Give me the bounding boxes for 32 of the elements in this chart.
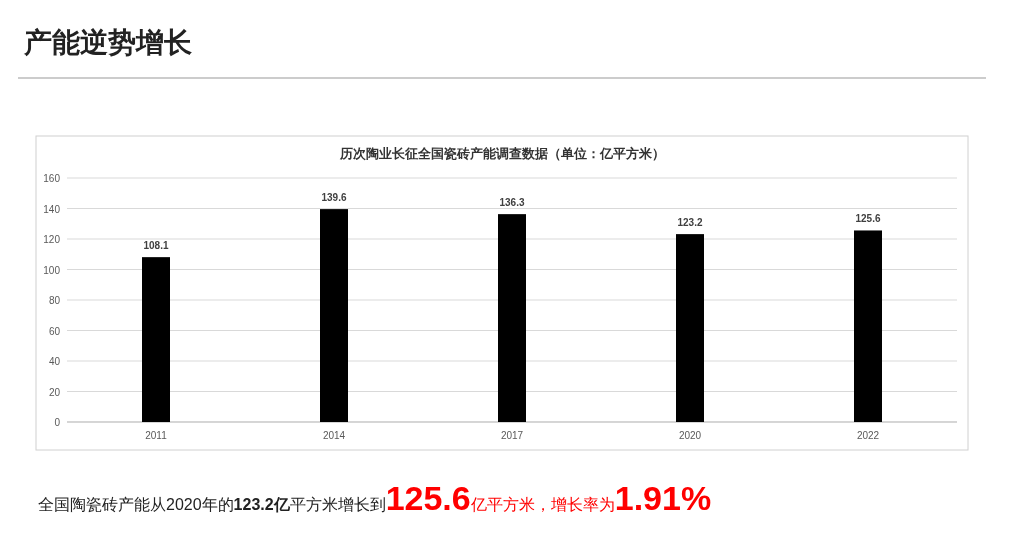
y-tick-label: 0: [54, 417, 61, 428]
x-tick-label: 2020: [678, 430, 702, 441]
x-tick-label: 2017: [500, 430, 524, 441]
chart-subtitle: 历次陶业长征全国瓷砖产能调查数据（单位：亿平方米）: [338, 146, 665, 161]
y-tick-label: 80: [48, 295, 61, 306]
data-label: 139.6: [321, 192, 347, 204]
bar: [498, 214, 526, 422]
x-tick-label: 2022: [856, 430, 880, 441]
y-tick-label: 60: [48, 325, 61, 337]
x-tick-label: 2011: [145, 430, 168, 441]
y-tick-label: 120: [43, 234, 61, 245]
chart-title: 产能逆势增长: [23, 27, 192, 58]
text: 平方米增长到: [289, 496, 386, 513]
bar: [142, 257, 170, 422]
text: 123.2亿: [233, 496, 291, 513]
text: 亿平方米，增长率为: [469, 496, 615, 513]
y-tick-label: 20: [48, 386, 61, 398]
bar: [320, 209, 348, 422]
bar: [854, 230, 882, 422]
y-tick-label: 100: [43, 264, 61, 276]
data-label: 123.2: [677, 217, 703, 229]
text: 1.91%: [614, 479, 712, 517]
data-label: 136.3: [499, 197, 525, 209]
x-tick-label: 2014: [322, 430, 346, 441]
bar: [676, 234, 704, 422]
data-label: 125.6: [855, 213, 881, 225]
text: 125.6: [385, 479, 471, 517]
y-tick-label: 140: [43, 203, 61, 215]
data-label: 108.1: [143, 240, 169, 252]
y-tick-label: 40: [48, 356, 61, 367]
y-tick-label: 160: [43, 173, 61, 184]
text: 全国陶瓷砖产能从2020年的: [38, 496, 234, 513]
